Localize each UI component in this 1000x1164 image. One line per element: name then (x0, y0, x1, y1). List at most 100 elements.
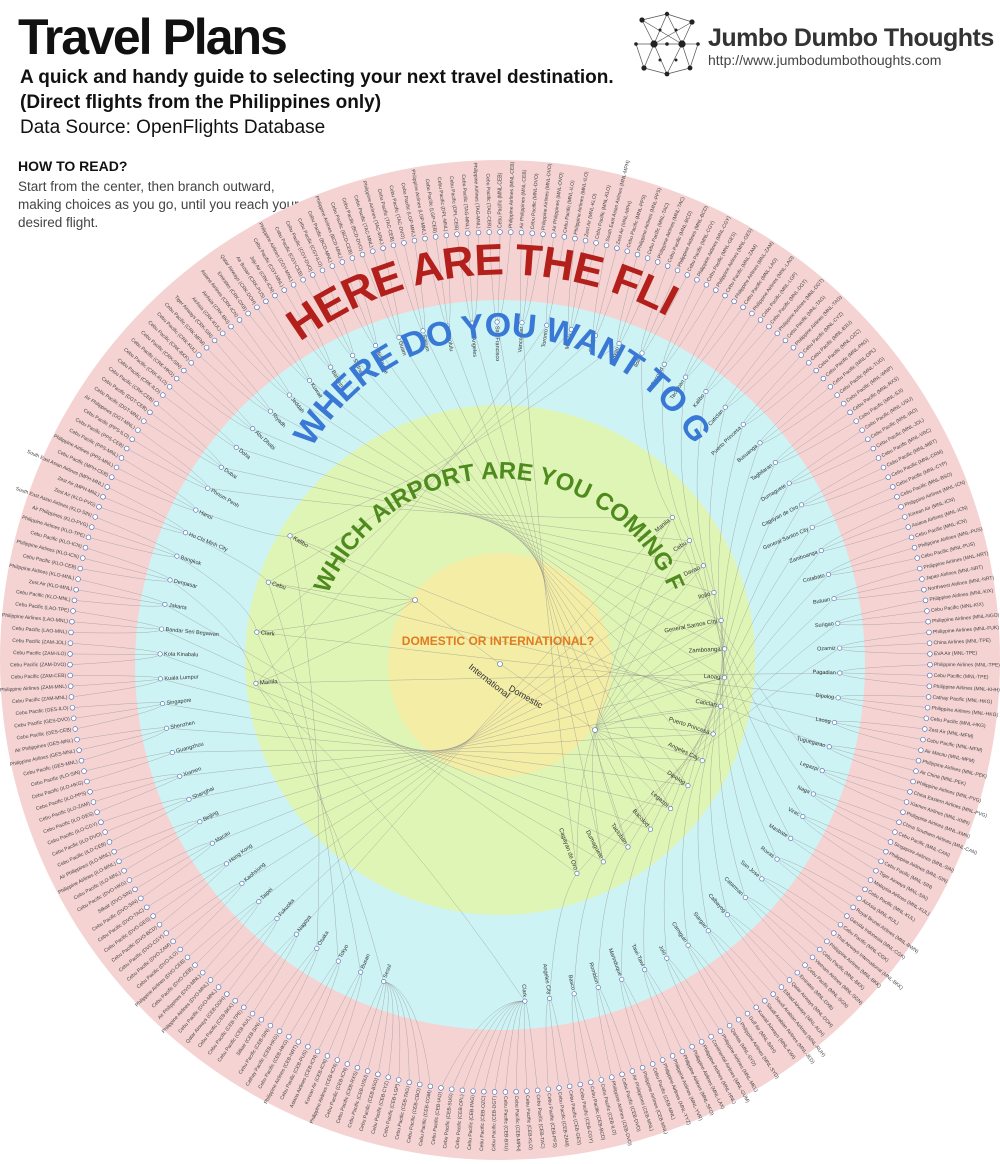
airport-node-intl[interactable] (254, 629, 260, 635)
flight-node[interactable] (926, 640, 933, 646)
airport-node-dom[interactable] (600, 859, 606, 865)
flight-node[interactable] (224, 991, 230, 997)
destination-node[interactable] (420, 328, 426, 334)
flight-node[interactable] (644, 255, 651, 261)
flight-node[interactable] (534, 1087, 541, 1094)
destination-node[interactable] (193, 507, 199, 513)
flight-node[interactable] (917, 565, 923, 572)
flight-node[interactable] (561, 234, 568, 240)
international-node[interactable] (412, 597, 418, 603)
flight-node[interactable] (684, 272, 690, 278)
flight-node[interactable] (790, 344, 797, 351)
destination-node[interactable] (759, 876, 765, 882)
flight-node[interactable] (75, 576, 81, 582)
airport-node-dom[interactable] (574, 870, 580, 876)
destination-node[interactable] (772, 460, 778, 466)
destination-node[interactable] (174, 553, 180, 559)
destination-node[interactable] (396, 334, 402, 340)
flight-node[interactable] (923, 715, 929, 722)
destination-node[interactable] (819, 768, 825, 774)
destination-node[interactable] (616, 341, 622, 347)
destination-node[interactable] (568, 327, 574, 333)
flight-node[interactable] (827, 384, 834, 390)
root-node[interactable] (497, 661, 503, 667)
destination-node[interactable] (519, 320, 525, 326)
flight-node[interactable] (68, 694, 75, 700)
flight-node[interactable] (614, 245, 620, 251)
destination-node[interactable] (197, 819, 203, 825)
flight-node[interactable] (925, 694, 932, 700)
flight-node[interactable] (70, 608, 76, 614)
flight-node[interactable] (310, 272, 316, 278)
flight-node[interactable] (921, 586, 927, 593)
destination-node[interactable] (703, 388, 709, 394)
flight-node[interactable] (598, 1077, 604, 1083)
flight-node[interactable] (448, 1086, 455, 1092)
flight-node[interactable] (698, 1039, 705, 1045)
flight-node[interactable] (339, 259, 346, 265)
flight-node[interactable] (703, 282, 710, 288)
flight-node[interactable] (924, 608, 930, 614)
flight-node[interactable] (67, 651, 73, 657)
brand-url[interactable]: http://www.jumbodumbothoughts.com (708, 52, 942, 68)
flight-node[interactable] (354, 1064, 361, 1071)
flight-node[interactable] (762, 998, 768, 1004)
flight-node[interactable] (927, 672, 933, 679)
destination-node[interactable] (372, 343, 378, 349)
destination-node[interactable] (494, 319, 500, 325)
flight-node[interactable] (513, 1088, 519, 1095)
destination-node[interactable] (218, 464, 224, 470)
flight-node[interactable] (219, 330, 226, 337)
airport-node-dom[interactable] (685, 783, 691, 789)
flight-node[interactable] (809, 954, 816, 961)
flight-node[interactable] (153, 400, 159, 407)
flight-node[interactable] (865, 436, 871, 442)
flight-node[interactable] (806, 360, 812, 366)
airport-node-dom[interactable] (718, 703, 724, 709)
flight-node[interactable] (249, 1010, 256, 1017)
flight-node[interactable] (524, 1088, 530, 1094)
flight-node[interactable] (915, 757, 922, 764)
flight-node[interactable] (726, 1022, 733, 1029)
flight-node[interactable] (914, 555, 920, 561)
flight-node[interactable] (550, 232, 557, 239)
flight-node[interactable] (82, 544, 89, 551)
flight-node[interactable] (150, 913, 156, 919)
flight-node[interactable] (126, 877, 133, 883)
flight-node[interactable] (556, 1085, 562, 1091)
flight-node[interactable] (753, 1004, 759, 1011)
destination-node[interactable] (832, 719, 838, 725)
destination-node[interactable] (642, 967, 648, 973)
flight-node[interactable] (73, 586, 79, 593)
destination-node[interactable] (639, 350, 645, 356)
destination-node[interactable] (826, 744, 832, 750)
flight-node[interactable] (847, 409, 853, 416)
destination-node[interactable] (177, 773, 183, 779)
flight-node[interactable] (113, 464, 120, 471)
flight-node[interactable] (272, 292, 278, 299)
flight-node[interactable] (713, 287, 719, 293)
flight-node[interactable] (72, 726, 78, 732)
domestic-node[interactable] (592, 727, 598, 733)
flight-node[interactable] (834, 392, 840, 398)
flight-node[interactable] (820, 375, 827, 382)
flight-node[interactable] (794, 969, 801, 976)
airport-node-dom[interactable] (700, 563, 706, 569)
flight-node[interactable] (147, 409, 153, 416)
airport-node-dom[interactable] (668, 806, 674, 812)
flight-node[interactable] (254, 304, 260, 310)
flight-node[interactable] (508, 229, 514, 235)
flight-node[interactable] (577, 1081, 583, 1088)
flight-node[interactable] (286, 1033, 292, 1040)
flight-node[interactable] (603, 242, 610, 249)
destination-node[interactable] (157, 676, 163, 682)
flight-node[interactable] (619, 1071, 625, 1078)
destination-node[interactable] (293, 931, 299, 937)
flight-node[interactable] (735, 1017, 742, 1023)
flight-node[interactable] (529, 230, 535, 236)
flight-node[interactable] (770, 991, 776, 997)
flight-node[interactable] (902, 514, 908, 520)
destination-node[interactable] (164, 725, 170, 731)
flight-node[interactable] (192, 962, 198, 968)
flight-node[interactable] (385, 1074, 391, 1080)
